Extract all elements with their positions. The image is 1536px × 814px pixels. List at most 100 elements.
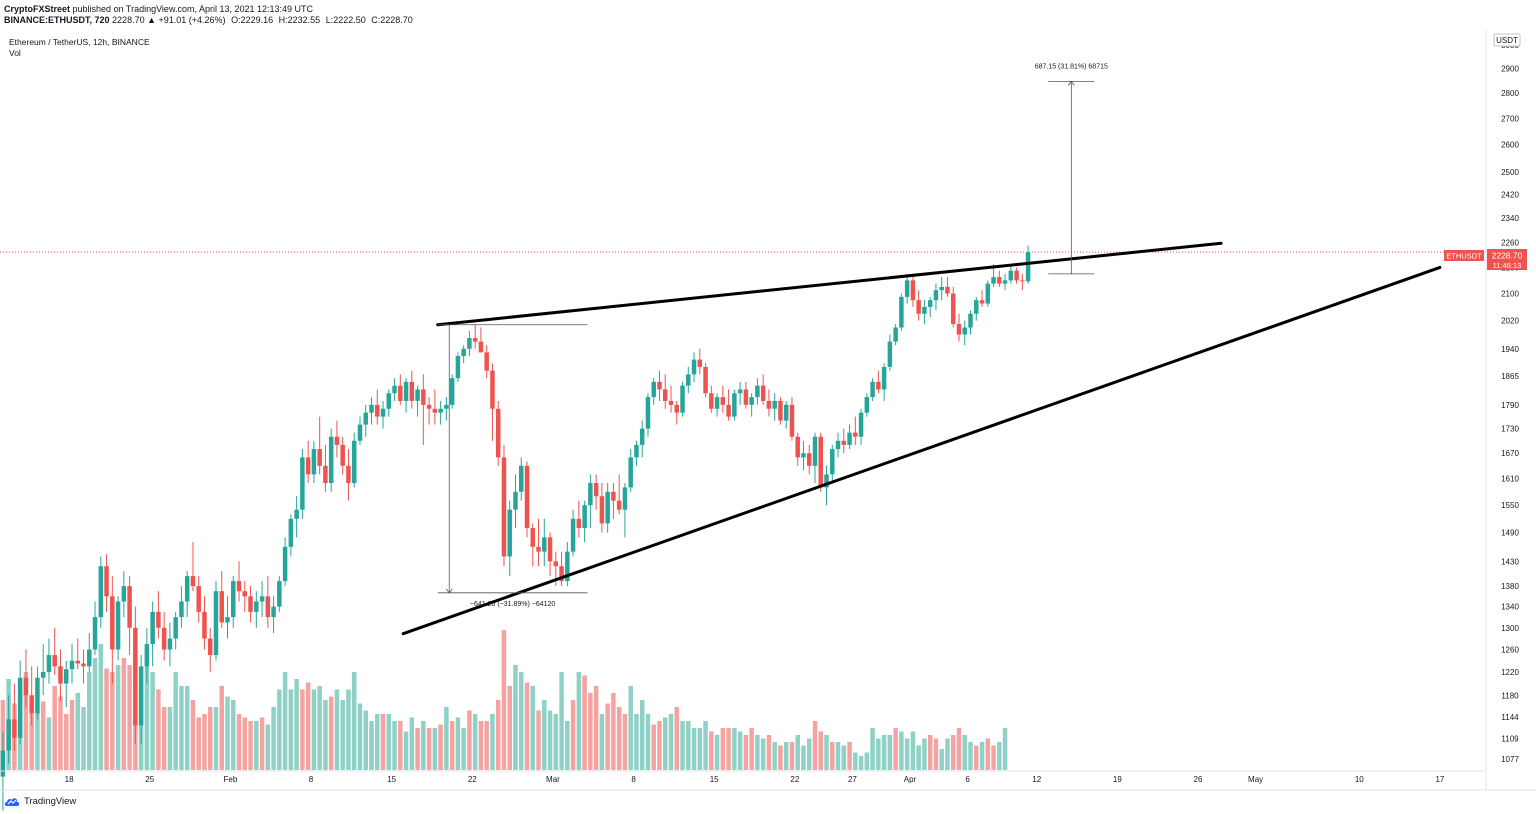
candle-body (778, 400, 783, 421)
volume-bar (697, 728, 703, 770)
candle-body (979, 300, 985, 304)
candle-body (691, 359, 697, 375)
trendline-lower[interactable] (401, 265, 1442, 636)
candle-body (161, 627, 167, 650)
candle-body (369, 404, 374, 413)
tradingview-logo[interactable]: TradingView (4, 795, 76, 807)
candle-body (484, 352, 489, 371)
volume-bar (92, 658, 98, 770)
volume-bar (323, 700, 328, 770)
trendline-upper[interactable] (436, 241, 1223, 327)
volume-bar (490, 714, 495, 770)
volume-bar (288, 689, 294, 770)
volume-bar (375, 714, 380, 770)
price-axis[interactable]: 3000290028002700260025002420234022602180… (1501, 41, 1519, 764)
candle-body (173, 617, 178, 639)
volume-bar (46, 717, 52, 770)
volume-bar (657, 721, 662, 770)
candle-body (98, 566, 104, 618)
volume-bar (789, 742, 795, 770)
currency-label: USDT (1496, 36, 1518, 45)
candle-body (985, 283, 991, 304)
trendlines[interactable] (401, 241, 1442, 636)
volume-bar (380, 714, 386, 770)
candle-body (766, 400, 772, 409)
candle-body (519, 465, 524, 492)
candle-body (910, 280, 916, 301)
candle-body (812, 436, 818, 466)
volume-bar (144, 665, 150, 770)
volume-bar (611, 693, 616, 770)
candle-body (305, 457, 311, 475)
high-label: H: (278, 15, 288, 25)
candle-body (40, 672, 46, 678)
volume-bar (328, 696, 334, 770)
volume-bar (691, 728, 697, 770)
price-tick-label: 1180 (1501, 691, 1519, 700)
volume-bar (593, 686, 599, 770)
volume-bar (703, 721, 708, 770)
time-axis[interactable]: 18 25 Feb 8 15 22 Mar 8 15 22 27 Apr 6 12 19 26 May 10 17 (65, 775, 1445, 784)
candle-body (121, 586, 127, 602)
candle-body (242, 591, 248, 597)
volume-bar (259, 717, 265, 770)
pane-title[interactable]: Ethereum / TetherUS, 12h, BINANCE (9, 37, 150, 47)
volume-bar (248, 721, 253, 770)
price-tick-label: 1490 (1501, 529, 1519, 538)
candle-body (639, 428, 645, 445)
candle-body (991, 277, 996, 284)
volume-bar (565, 721, 570, 770)
price-tick-label: 1730 (1501, 425, 1519, 434)
candle-body (294, 509, 299, 519)
volume-bar (553, 714, 559, 770)
candle-body (87, 649, 92, 667)
candle-body (265, 596, 271, 618)
measure-label: −641.20 (−31.89%) −64120 (470, 601, 556, 608)
volume-bar (674, 707, 680, 770)
volume-bar (933, 738, 939, 770)
candle-body (962, 327, 967, 335)
volume-bar (922, 738, 927, 770)
price-tick-label: 1300 (1501, 624, 1519, 633)
candle-body (46, 655, 52, 673)
volume-bar (835, 742, 841, 770)
candle-body (398, 385, 403, 401)
measurements[interactable]: −641.20 (−31.89%) −64120 687.15 (31.81%) … (437, 63, 1108, 608)
candle-body (956, 324, 962, 335)
candle-body (207, 638, 213, 656)
currency-badge[interactable] (1493, 33, 1521, 47)
time-tick-label: 15 (710, 775, 719, 784)
candle-body (651, 381, 656, 398)
volume-bar (962, 735, 967, 770)
volume-bar (207, 707, 213, 770)
candle-body (334, 436, 340, 445)
volume-legend[interactable]: Vol (9, 48, 21, 58)
volume-bar (686, 721, 691, 770)
volume-bar (853, 752, 858, 770)
measure-arrowhead (1067, 80, 1075, 86)
candle-body (1014, 270, 1019, 281)
candle-body (63, 669, 69, 684)
candle-body (271, 606, 276, 618)
volume-bar (858, 756, 864, 770)
candle-body (184, 576, 190, 602)
bar-countdown: 11:46:13 (1493, 261, 1522, 270)
time-tick-label: 10 (1355, 775, 1364, 784)
volume-bar (830, 742, 835, 770)
candle-body (300, 457, 305, 510)
price-tick-label: 1109 (1501, 735, 1519, 744)
candle-body (616, 500, 622, 510)
candle-body (674, 404, 680, 413)
candle-body (58, 666, 63, 684)
volume-bar (29, 710, 34, 770)
volume-bar (305, 682, 311, 770)
candle-body (426, 404, 432, 409)
candle-body (507, 509, 512, 557)
volume-bar (870, 728, 875, 770)
publisher-name[interactable]: CryptoFXStreet (4, 4, 71, 14)
volume-bar (467, 710, 472, 770)
candle-body (841, 440, 847, 445)
volume-bar (899, 731, 904, 770)
time-tick-label: May (1248, 775, 1263, 784)
